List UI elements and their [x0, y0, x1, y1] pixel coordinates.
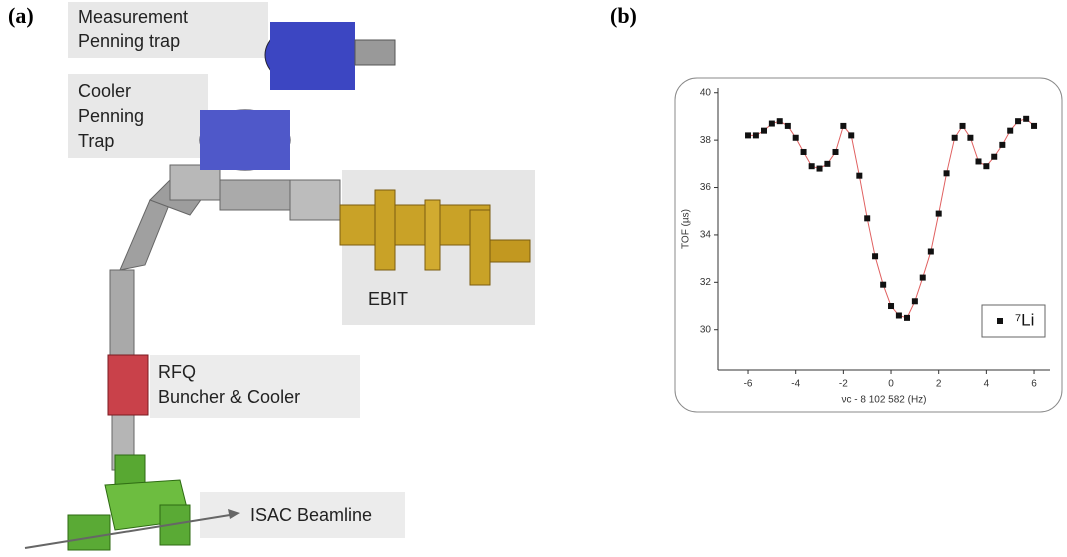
data-point [824, 160, 831, 167]
x-tick-label: 0 [888, 379, 894, 390]
data-point [935, 210, 942, 217]
data-point [792, 134, 799, 141]
chart-frame [674, 77, 1063, 413]
label: Penning [78, 106, 144, 126]
label-bg [150, 355, 360, 418]
label: Buncher & Cooler [158, 387, 300, 407]
legend-box [981, 304, 1046, 338]
data-point [911, 298, 918, 305]
label: RFQ [158, 362, 196, 382]
y-tick-label: 32 [700, 277, 712, 288]
data-point [752, 132, 759, 139]
x-tick-label: 2 [936, 379, 942, 390]
x-tick-label: -6 [744, 379, 753, 390]
y-tick-label: 36 [700, 182, 712, 193]
data-point [919, 274, 926, 281]
data-point [760, 127, 767, 134]
label: Measurement [78, 7, 188, 27]
data-point [967, 134, 974, 141]
data-point [951, 134, 958, 141]
data-point [903, 314, 910, 321]
label-bg [68, 2, 268, 58]
data-point [840, 122, 847, 129]
x-tick-label: 6 [1031, 379, 1037, 390]
data-point [856, 172, 863, 179]
label-bg [68, 74, 208, 158]
data-point [959, 122, 966, 129]
data-point [768, 120, 775, 127]
data-point [895, 312, 902, 319]
data-point [1007, 127, 1014, 134]
panel-label: (a) [8, 3, 34, 28]
data-point [983, 163, 990, 170]
label: Penning trap [78, 31, 180, 51]
data-point [1015, 118, 1022, 125]
x-tick-label: -4 [791, 379, 800, 390]
data-point [776, 118, 783, 125]
legend-marker [997, 318, 1003, 324]
label: EBIT [368, 289, 408, 309]
data-point [880, 281, 887, 288]
data-point [745, 132, 752, 139]
data-point [816, 165, 823, 172]
data-point [943, 170, 950, 177]
label: ISAC Beamline [250, 505, 372, 525]
data-point [999, 141, 1006, 148]
data-point [1031, 122, 1038, 129]
data-point [991, 153, 998, 160]
y-tick-label: 38 [700, 135, 712, 146]
label: Trap [78, 131, 114, 151]
x-axis-label: νc - 8 102 582 (Hz) [841, 395, 926, 406]
y-tick-label: 30 [700, 324, 712, 335]
data-point [975, 158, 982, 165]
label: Cooler [78, 81, 131, 101]
data-point [832, 148, 839, 155]
data-point [784, 122, 791, 129]
legend-label: ⁷Li [1015, 310, 1034, 329]
data-point [872, 253, 879, 260]
data-point [888, 303, 895, 310]
y-axis-label: TOF (µs) [681, 209, 692, 249]
data-point [848, 132, 855, 139]
data-point [864, 215, 871, 222]
panel-label: (b) [610, 3, 637, 28]
y-tick-label: 40 [700, 87, 712, 98]
x-tick-label: 4 [984, 379, 990, 390]
y-tick-label: 34 [700, 230, 712, 241]
data-point [800, 148, 807, 155]
data-point [1023, 115, 1030, 122]
chart: 30 32 34 36 38 40 -6 -4 -2 0 2 4 6 νc - 8 102 582 (Hz… [681, 87, 1050, 406]
data-point [927, 248, 934, 255]
x-tick-label: -2 [839, 379, 848, 390]
data-point [808, 163, 815, 170]
apparatus [24, 22, 531, 551]
